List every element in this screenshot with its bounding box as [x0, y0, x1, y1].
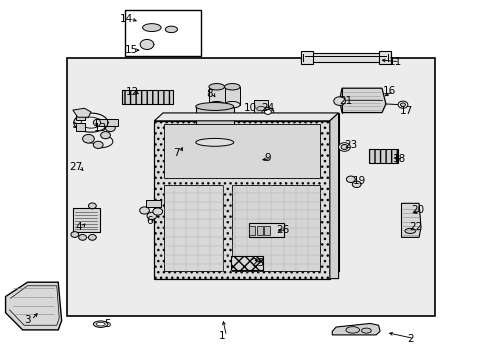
- Text: 13: 13: [94, 123, 107, 133]
- Polygon shape: [73, 108, 91, 117]
- Ellipse shape: [361, 328, 370, 333]
- Circle shape: [351, 181, 360, 188]
- Ellipse shape: [256, 107, 265, 111]
- Circle shape: [93, 141, 103, 148]
- Ellipse shape: [96, 322, 105, 326]
- Ellipse shape: [93, 321, 108, 327]
- Circle shape: [105, 125, 115, 132]
- Text: 21: 21: [339, 96, 352, 106]
- Bar: [249, 223, 284, 237]
- Text: 26: 26: [275, 225, 288, 235]
- Bar: [122, 90, 172, 104]
- Ellipse shape: [404, 228, 415, 233]
- Circle shape: [153, 208, 162, 215]
- Bar: [232, 185, 320, 271]
- Text: 19: 19: [352, 176, 365, 186]
- Text: 1: 1: [219, 331, 225, 341]
- Circle shape: [82, 134, 94, 143]
- Text: 23: 23: [344, 140, 357, 150]
- Ellipse shape: [345, 327, 359, 333]
- Circle shape: [262, 108, 273, 116]
- Text: 25: 25: [251, 258, 264, 268]
- Circle shape: [340, 144, 347, 149]
- Bar: [146, 201, 160, 207]
- Bar: [256, 226, 262, 234]
- Ellipse shape: [165, 26, 177, 33]
- Text: 18: 18: [392, 154, 406, 164]
- Bar: [224, 87, 240, 105]
- Text: 17: 17: [399, 106, 412, 116]
- Polygon shape: [339, 88, 385, 113]
- Circle shape: [346, 176, 354, 183]
- Circle shape: [400, 103, 405, 107]
- Text: 22: 22: [408, 222, 422, 232]
- Ellipse shape: [195, 138, 233, 146]
- Circle shape: [140, 207, 149, 214]
- Bar: [368, 149, 397, 163]
- Bar: [254, 100, 267, 117]
- Polygon shape: [5, 282, 61, 330]
- Text: 6: 6: [146, 216, 152, 226]
- Text: 8: 8: [205, 89, 212, 99]
- Text: 15: 15: [124, 45, 138, 55]
- Ellipse shape: [224, 102, 240, 108]
- Text: 5: 5: [104, 319, 111, 329]
- Bar: [163, 125, 320, 178]
- Bar: [378, 51, 390, 64]
- Polygon shape: [154, 113, 338, 121]
- Text: 3: 3: [24, 315, 31, 325]
- Text: 10: 10: [244, 103, 257, 113]
- Ellipse shape: [142, 24, 161, 32]
- Ellipse shape: [208, 102, 224, 108]
- Circle shape: [147, 212, 157, 220]
- Ellipse shape: [195, 103, 233, 111]
- Bar: [73, 208, 100, 232]
- Text: 12: 12: [125, 87, 139, 97]
- Text: 4: 4: [75, 222, 82, 231]
- Bar: [249, 226, 255, 234]
- Circle shape: [338, 143, 349, 151]
- Ellipse shape: [208, 84, 224, 90]
- Text: 2: 2: [406, 333, 413, 343]
- Polygon shape: [401, 203, 420, 237]
- Bar: [76, 123, 85, 131]
- Circle shape: [88, 203, 96, 209]
- Bar: [125, 10, 200, 56]
- Circle shape: [140, 40, 154, 49]
- Bar: [230, 256, 262, 270]
- Circle shape: [71, 231, 79, 237]
- Text: 14: 14: [120, 14, 133, 24]
- Polygon shape: [331, 323, 379, 335]
- Bar: [300, 51, 312, 64]
- Bar: [264, 226, 269, 234]
- Polygon shape: [329, 113, 338, 279]
- Text: 11: 11: [388, 57, 402, 67]
- Bar: [163, 185, 222, 271]
- Text: 27: 27: [69, 162, 83, 172]
- Bar: [154, 121, 329, 279]
- Text: 7: 7: [173, 148, 179, 158]
- Circle shape: [88, 234, 96, 240]
- Circle shape: [397, 101, 407, 108]
- Bar: [208, 87, 224, 105]
- Circle shape: [101, 132, 110, 139]
- Ellipse shape: [224, 84, 240, 90]
- Bar: [76, 111, 85, 120]
- Bar: [300, 53, 390, 62]
- Circle shape: [93, 119, 103, 126]
- Text: 9: 9: [264, 153, 271, 163]
- Text: 24: 24: [261, 103, 274, 113]
- Bar: [195, 107, 233, 142]
- Text: 20: 20: [410, 206, 423, 216]
- Circle shape: [333, 97, 345, 105]
- Bar: [66, 58, 434, 316]
- Bar: [96, 119, 118, 126]
- Circle shape: [79, 234, 86, 240]
- Text: 16: 16: [383, 86, 396, 96]
- Bar: [163, 113, 338, 271]
- Circle shape: [264, 109, 271, 114]
